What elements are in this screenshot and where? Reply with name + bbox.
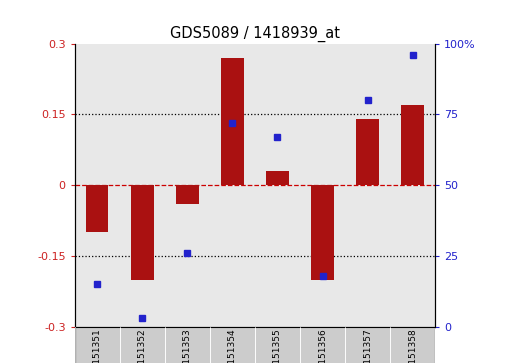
Text: GSM1151354: GSM1151354 [228, 328, 237, 363]
Text: GSM1151355: GSM1151355 [273, 328, 282, 363]
Bar [300, 327, 345, 363]
Bar [311, 185, 334, 280]
Bar [266, 171, 289, 185]
Bar [131, 185, 153, 280]
Text: GSM1151352: GSM1151352 [138, 328, 147, 363]
Text: GSM1151357: GSM1151357 [363, 328, 372, 363]
Bar [86, 185, 109, 232]
Text: GSM1151353: GSM1151353 [183, 328, 192, 363]
Bar [401, 105, 424, 185]
Bar [390, 327, 435, 363]
Bar [165, 327, 210, 363]
Bar [210, 327, 255, 363]
Text: GSM1151356: GSM1151356 [318, 328, 327, 363]
Bar [345, 327, 390, 363]
Text: GSM1151351: GSM1151351 [93, 328, 101, 363]
Text: GSM1151358: GSM1151358 [408, 328, 417, 363]
Bar [119, 327, 165, 363]
Bar [221, 58, 244, 185]
Bar [356, 119, 379, 185]
Bar [176, 185, 199, 204]
Bar [255, 327, 300, 363]
Title: GDS5089 / 1418939_at: GDS5089 / 1418939_at [170, 26, 340, 42]
Bar [75, 327, 119, 363]
